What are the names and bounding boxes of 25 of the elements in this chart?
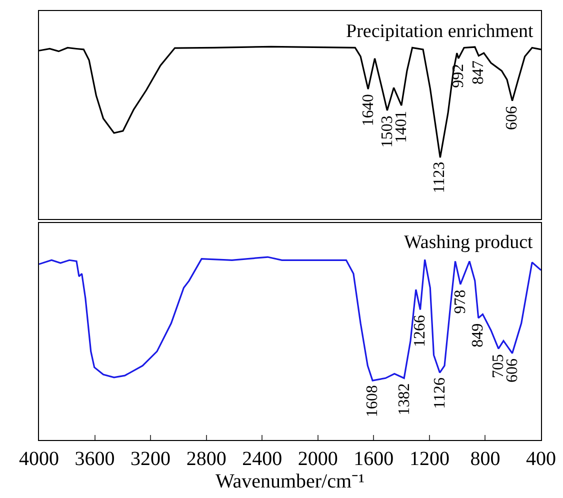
annotation: 847 <box>470 60 487 84</box>
chart-title: Washing product <box>404 232 534 253</box>
x-tick-label: 3600 <box>74 448 115 470</box>
annotation: 1608 <box>364 385 382 418</box>
x-axis-title: Wavenumber/cm⁻¹ <box>215 470 365 493</box>
x-tick-label: 2400 <box>242 448 282 470</box>
x-tick-label: 2800 <box>186 448 226 470</box>
annotation: 1640 <box>360 94 378 126</box>
x-tick-label: 1600 <box>354 448 394 470</box>
annotation: 606 <box>503 106 520 130</box>
x-tick-label: 3200 <box>130 448 171 470</box>
annotation: 606 <box>504 358 521 383</box>
x-tick-label: 2000 <box>298 448 338 470</box>
annotation: 849 <box>469 323 486 348</box>
x-tick-label: 800 <box>470 448 500 470</box>
annotation: 1382 <box>396 383 413 416</box>
x-tick-label: 400 <box>526 448 556 470</box>
annotation: 705 <box>490 354 507 378</box>
x-tick-label: 1200 <box>409 448 450 470</box>
annotation: 1126 <box>432 378 449 409</box>
annotation: 1123 <box>431 162 448 194</box>
annotation: 978 <box>452 290 470 314</box>
x-tick-label: 4000 <box>19 448 59 470</box>
chart-title: Precipitation enrichment <box>346 21 534 42</box>
annotation: 1266 <box>412 314 429 347</box>
